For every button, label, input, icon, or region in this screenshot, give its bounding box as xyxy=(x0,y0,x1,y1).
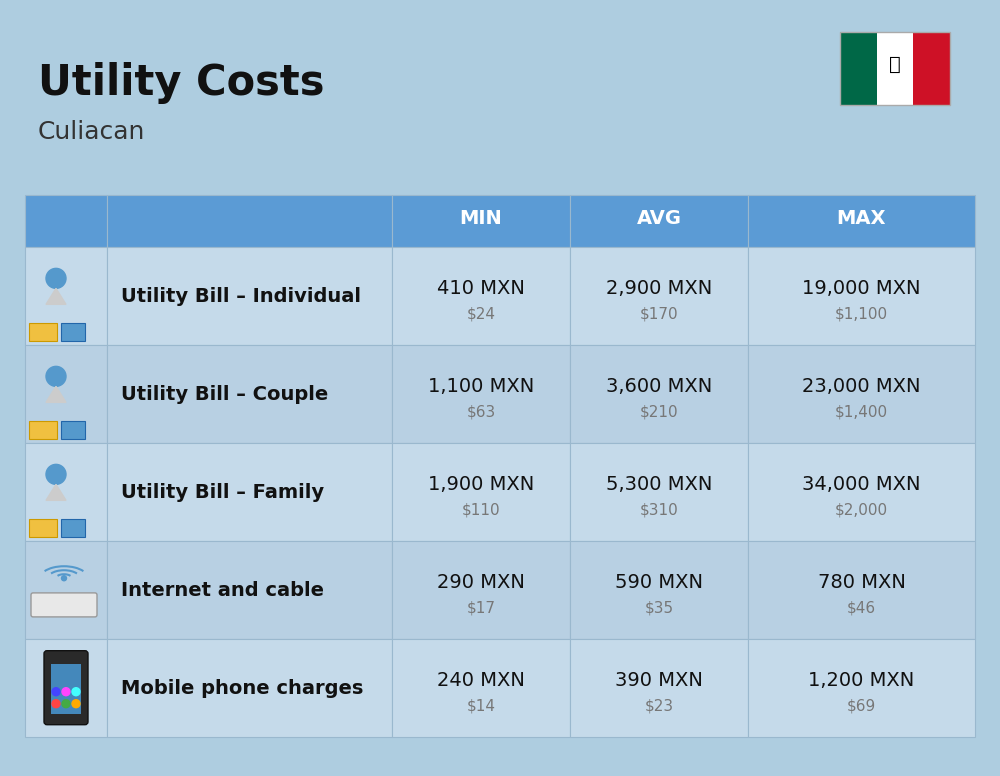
Bar xyxy=(25,345,107,443)
Bar xyxy=(61,421,85,439)
Text: $310: $310 xyxy=(640,502,678,517)
Text: Internet and cable: Internet and cable xyxy=(121,580,324,600)
Bar xyxy=(392,541,570,639)
Bar xyxy=(748,541,975,639)
Text: 390 MXN: 390 MXN xyxy=(615,670,703,690)
Bar xyxy=(25,195,107,247)
Text: 5,300 MXN: 5,300 MXN xyxy=(606,475,712,494)
Text: $24: $24 xyxy=(466,307,496,321)
Polygon shape xyxy=(46,386,66,403)
Circle shape xyxy=(72,700,80,708)
Bar xyxy=(877,32,913,105)
Circle shape xyxy=(62,700,70,708)
Bar xyxy=(29,421,57,439)
Text: Utility Bill – Couple: Utility Bill – Couple xyxy=(121,384,328,404)
Bar xyxy=(25,247,107,345)
Bar xyxy=(29,519,57,538)
Text: 1,100 MXN: 1,100 MXN xyxy=(428,376,534,396)
Text: Utility Costs: Utility Costs xyxy=(38,62,324,104)
Bar xyxy=(392,639,570,737)
Circle shape xyxy=(62,688,70,696)
Text: $14: $14 xyxy=(466,698,496,713)
Text: 410 MXN: 410 MXN xyxy=(437,279,525,298)
Bar xyxy=(570,639,748,737)
FancyBboxPatch shape xyxy=(44,651,88,725)
Text: 3,600 MXN: 3,600 MXN xyxy=(606,376,712,396)
Bar xyxy=(107,443,392,541)
Bar xyxy=(61,519,85,538)
Bar xyxy=(748,639,975,737)
Bar xyxy=(570,443,748,541)
Text: $23: $23 xyxy=(644,698,674,713)
Circle shape xyxy=(52,688,60,696)
Text: $170: $170 xyxy=(640,307,678,321)
Bar xyxy=(748,345,975,443)
Bar xyxy=(840,32,877,105)
Text: $17: $17 xyxy=(466,600,496,615)
Circle shape xyxy=(52,700,60,708)
Circle shape xyxy=(46,366,66,386)
Text: 780 MXN: 780 MXN xyxy=(818,573,905,591)
Polygon shape xyxy=(46,484,66,501)
Bar xyxy=(107,541,392,639)
Text: $46: $46 xyxy=(847,600,876,615)
Bar xyxy=(107,247,392,345)
Text: MIN: MIN xyxy=(460,210,502,228)
Bar xyxy=(748,195,975,247)
Circle shape xyxy=(72,688,80,696)
Text: $63: $63 xyxy=(466,404,496,419)
Bar xyxy=(107,639,392,737)
Bar xyxy=(913,32,950,105)
Text: AVG: AVG xyxy=(637,210,682,228)
Circle shape xyxy=(46,268,66,289)
Text: Culiacan: Culiacan xyxy=(38,120,145,144)
Bar xyxy=(61,324,85,341)
Bar xyxy=(25,443,107,541)
Text: 19,000 MXN: 19,000 MXN xyxy=(802,279,921,298)
Bar xyxy=(570,195,748,247)
Bar xyxy=(25,639,107,737)
Bar xyxy=(392,247,570,345)
Text: $2,000: $2,000 xyxy=(835,502,888,517)
Text: 34,000 MXN: 34,000 MXN xyxy=(802,475,921,494)
Text: $210: $210 xyxy=(640,404,678,419)
Text: $69: $69 xyxy=(847,698,876,713)
Text: 1,900 MXN: 1,900 MXN xyxy=(428,475,534,494)
Bar xyxy=(840,32,950,105)
Text: $1,400: $1,400 xyxy=(835,404,888,419)
FancyBboxPatch shape xyxy=(31,593,97,617)
Text: 2,900 MXN: 2,900 MXN xyxy=(606,279,712,298)
Bar xyxy=(51,663,81,714)
Bar xyxy=(748,443,975,541)
Text: 240 MXN: 240 MXN xyxy=(437,670,525,690)
Polygon shape xyxy=(46,289,66,304)
Text: 590 MXN: 590 MXN xyxy=(615,573,703,591)
Text: 🦅: 🦅 xyxy=(889,55,901,74)
Bar xyxy=(29,324,57,341)
Bar xyxy=(107,195,392,247)
Text: 23,000 MXN: 23,000 MXN xyxy=(802,376,921,396)
Bar xyxy=(570,247,748,345)
Text: Utility Bill – Individual: Utility Bill – Individual xyxy=(121,286,361,306)
Bar xyxy=(392,443,570,541)
Bar xyxy=(392,195,570,247)
Bar xyxy=(107,345,392,443)
Circle shape xyxy=(62,576,66,580)
Text: 290 MXN: 290 MXN xyxy=(437,573,525,591)
Bar xyxy=(570,541,748,639)
Text: Mobile phone charges: Mobile phone charges xyxy=(121,678,363,698)
Text: MAX: MAX xyxy=(837,210,886,228)
Bar xyxy=(570,345,748,443)
Text: $35: $35 xyxy=(644,600,674,615)
Circle shape xyxy=(46,464,66,484)
Bar xyxy=(748,247,975,345)
Text: $110: $110 xyxy=(462,502,500,517)
Text: 1,200 MXN: 1,200 MXN xyxy=(808,670,915,690)
Text: Utility Bill – Family: Utility Bill – Family xyxy=(121,483,324,501)
Bar xyxy=(25,541,107,639)
Text: $1,100: $1,100 xyxy=(835,307,888,321)
Bar xyxy=(392,345,570,443)
